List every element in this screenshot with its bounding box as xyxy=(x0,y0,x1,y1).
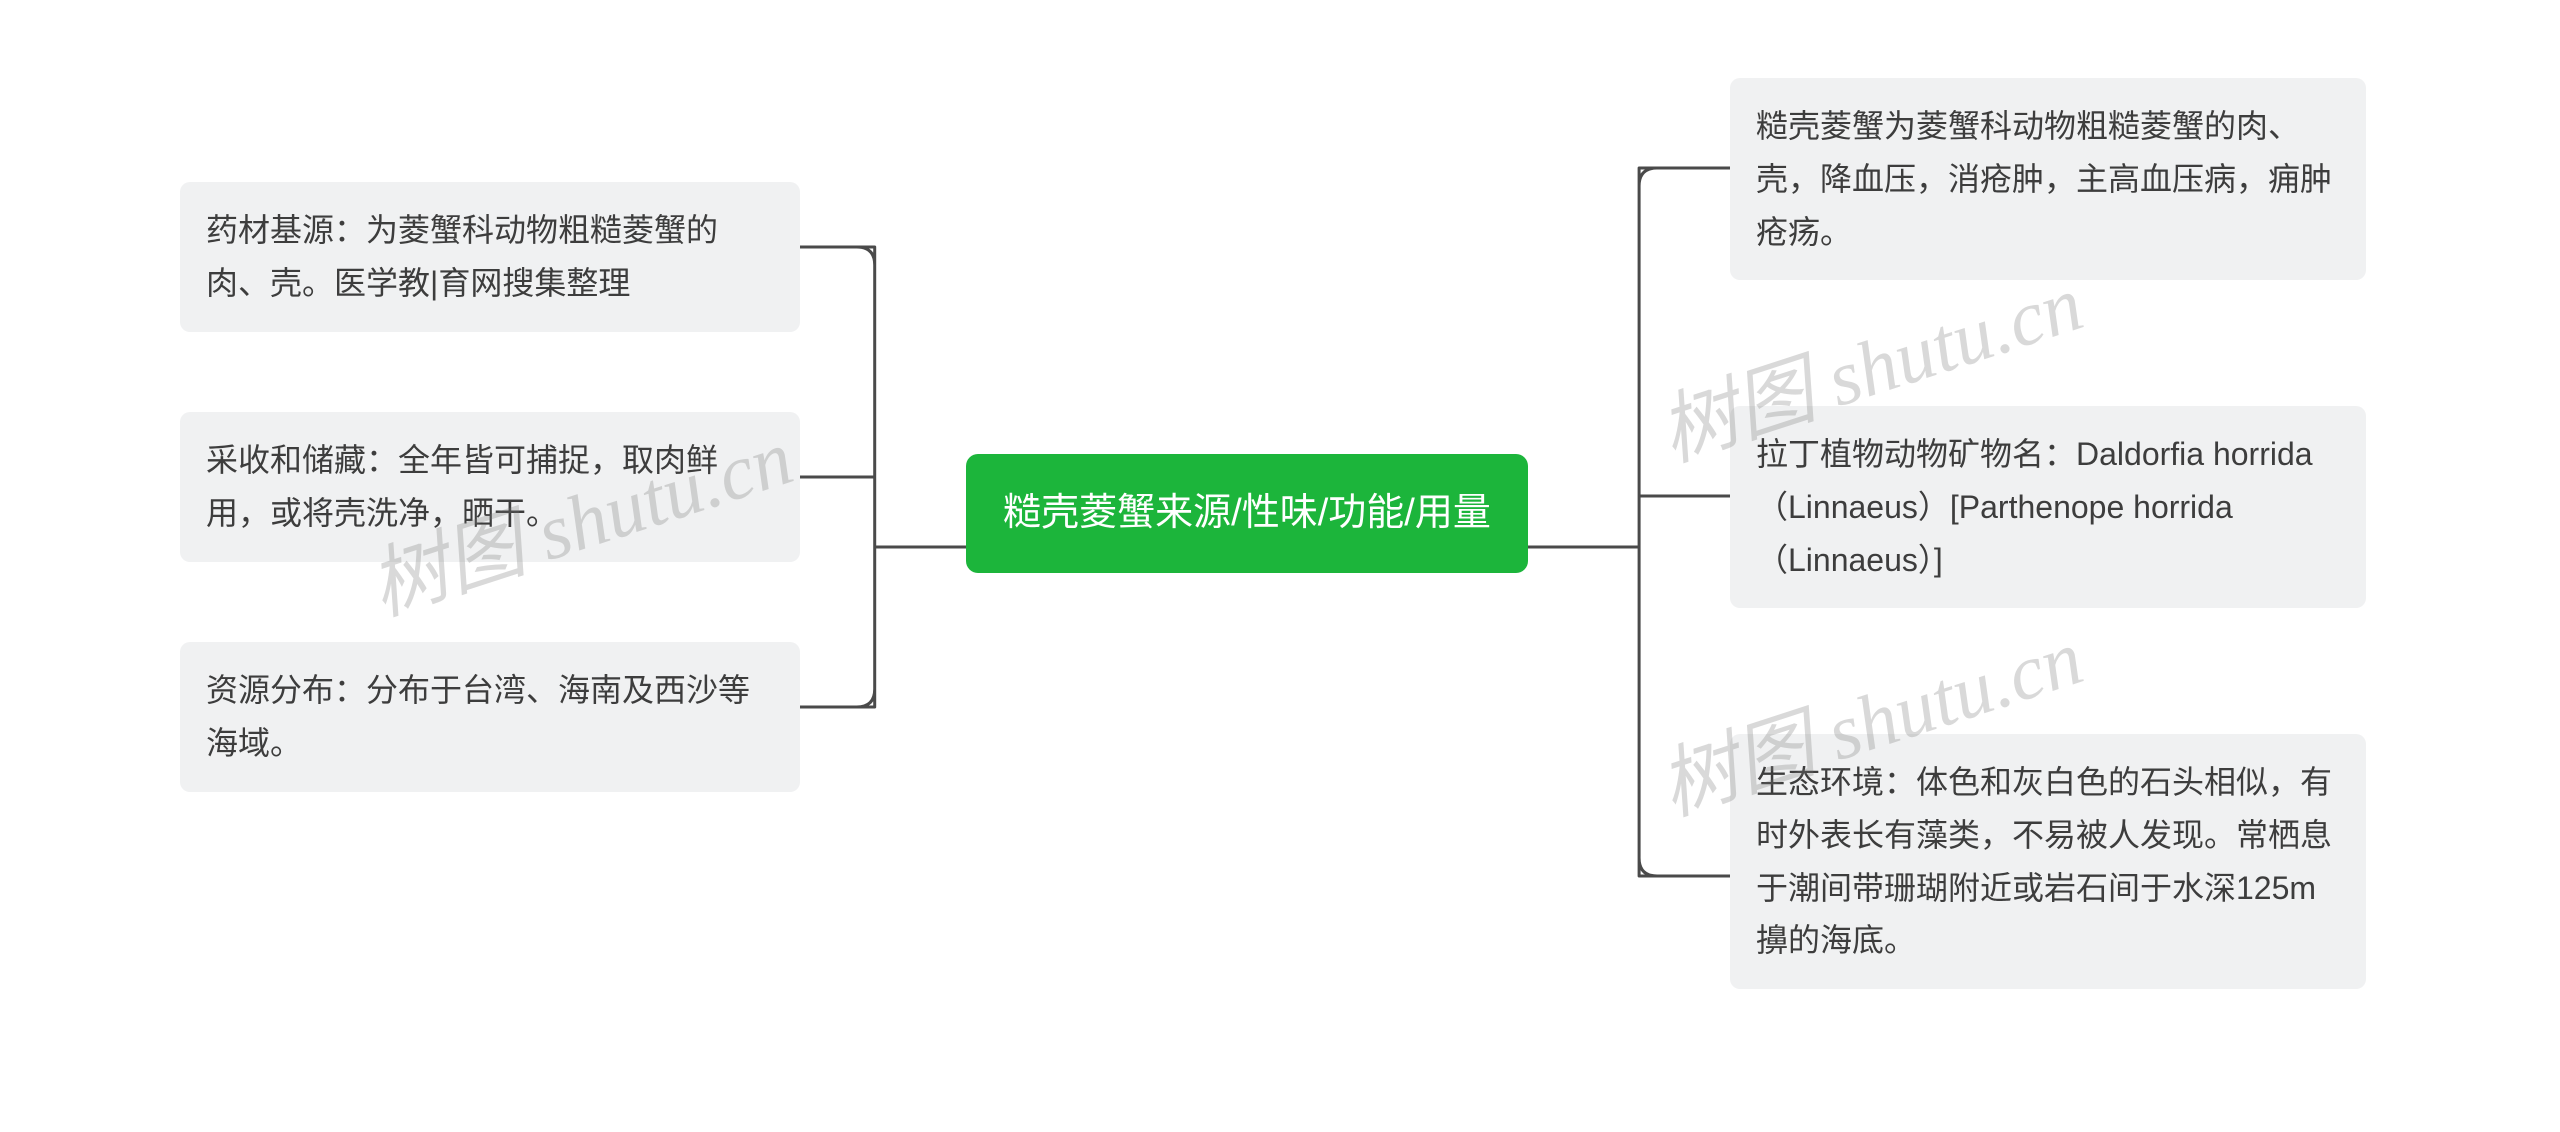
leaf-text-r1: 糙壳菱蟹为菱蟹科动物粗糙菱蟹的肉、壳，降血压，消疮肿，主高血压病，痈肿疮疡。 xyxy=(1756,108,2332,250)
leaf-text-l1: 药材基源：为菱蟹科动物粗糙菱蟹的肉、壳。医学教|育网搜集整理 xyxy=(206,212,718,301)
leaf-node-r1: 糙壳菱蟹为菱蟹科动物粗糙菱蟹的肉、壳，降血压，消疮肿，主高血压病，痈肿疮疡。 xyxy=(1730,78,2366,280)
leaf-text-r3: 生态环境：体色和灰白色的石头相似，有时外表长有藻类，不易被人发现。常栖息于潮间带… xyxy=(1756,764,2332,958)
leaf-node-r3: 生态环境：体色和灰白色的石头相似，有时外表长有藻类，不易被人发现。常栖息于潮间带… xyxy=(1730,734,2366,989)
center-node: 糙壳菱蟹来源/性味/功能/用量 xyxy=(966,454,1528,573)
leaf-text-l2: 采收和储藏：全年皆可捕捉，取肉鲜用，或将壳洗净，晒干。 xyxy=(206,442,718,531)
leaf-node-l1: 药材基源：为菱蟹科动物粗糙菱蟹的肉、壳。医学教|育网搜集整理 xyxy=(180,182,800,332)
connector-right xyxy=(1528,168,1730,876)
leaf-node-l2: 采收和储藏：全年皆可捕捉，取肉鲜用，或将壳洗净，晒干。 xyxy=(180,412,800,562)
mindmap-canvas: 糙壳菱蟹来源/性味/功能/用量 药材基源：为菱蟹科动物粗糙菱蟹的肉、壳。医学教|… xyxy=(0,0,2560,1132)
leaf-node-l3: 资源分布：分布于台湾、海南及西沙等海域。 xyxy=(180,642,800,792)
connector-left xyxy=(800,247,966,707)
leaf-text-r2: 拉丁植物动物矿物名：Daldorfia horrida（Linnaeus）[Pa… xyxy=(1756,436,2313,578)
center-node-text: 糙壳菱蟹来源/性味/功能/用量 xyxy=(1003,492,1491,534)
leaf-text-l3: 资源分布：分布于台湾、海南及西沙等海域。 xyxy=(206,672,750,761)
leaf-node-r2: 拉丁植物动物矿物名：Daldorfia horrida（Linnaeus）[Pa… xyxy=(1730,406,2366,608)
